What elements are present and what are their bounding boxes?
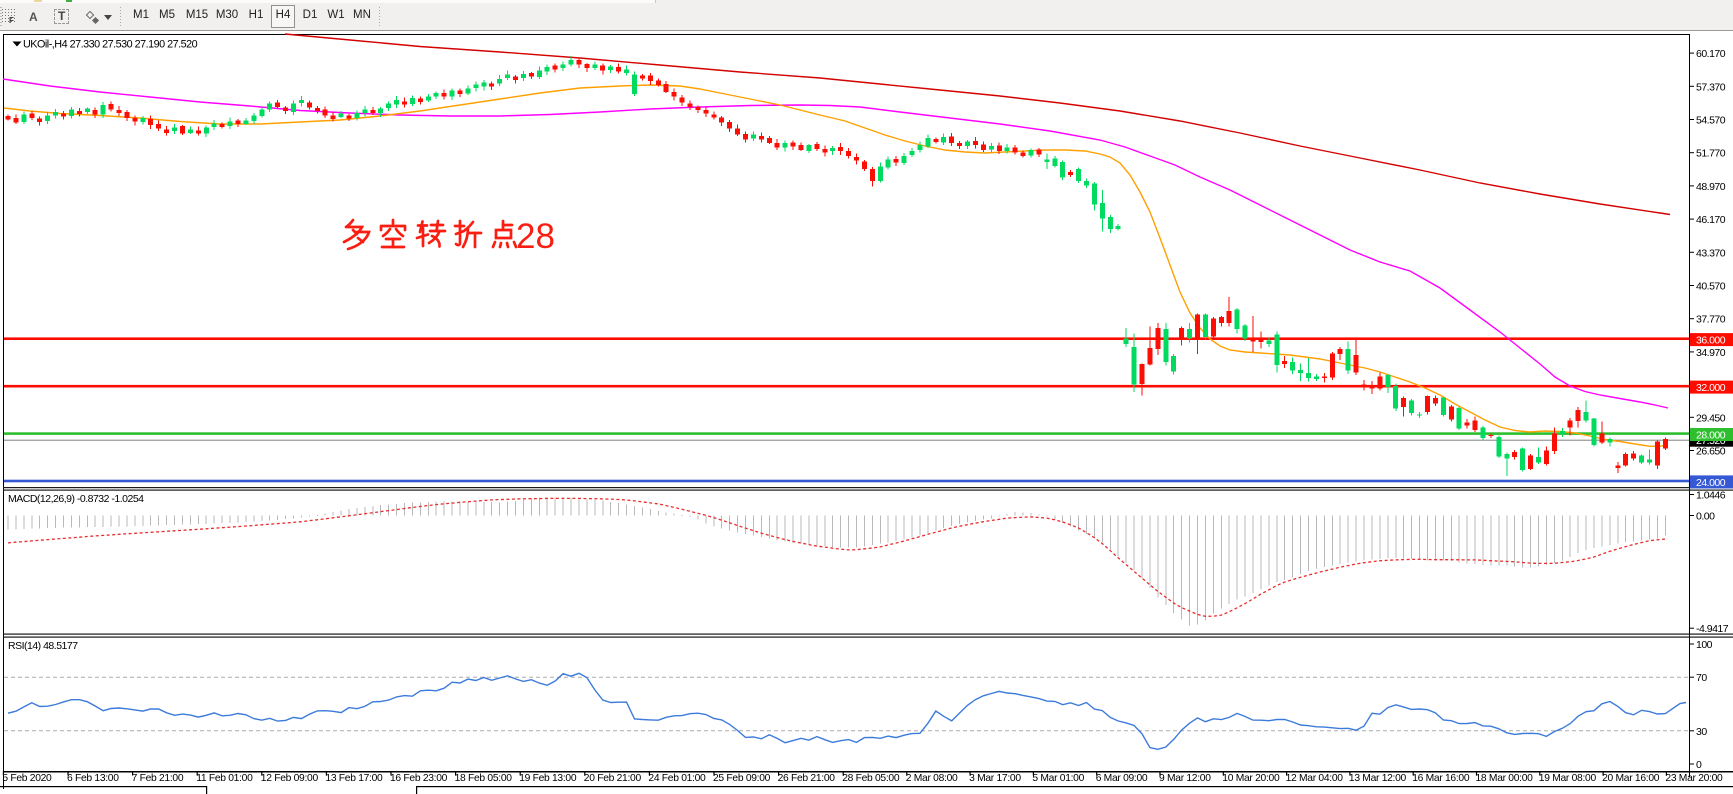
svg-text:16 Feb 23:00: 16 Feb 23:00 <box>390 773 448 784</box>
svg-text:28 Feb 05:00: 28 Feb 05:00 <box>842 773 900 784</box>
svg-text:25 Feb 09:00: 25 Feb 09:00 <box>713 773 771 784</box>
svg-text:32.000: 32.000 <box>1696 382 1726 394</box>
svg-text:13 Mar 12:00: 13 Mar 12:00 <box>1349 773 1407 784</box>
svg-text:30: 30 <box>1696 726 1707 738</box>
svg-text:2 Mar 08:00: 2 Mar 08:00 <box>906 773 958 784</box>
svg-text:24.000: 24.000 <box>1696 477 1726 489</box>
svg-text:28: 28 <box>516 217 555 256</box>
svg-text:11 Feb 01:00: 11 Feb 01:00 <box>196 773 253 784</box>
svg-text:-4.9417: -4.9417 <box>1696 623 1729 635</box>
svg-text:51.770: 51.770 <box>1696 148 1726 160</box>
svg-text:5 Feb 2020: 5 Feb 2020 <box>2 773 52 784</box>
svg-text:54.570: 54.570 <box>1696 115 1726 127</box>
svg-text:12 Mar 04:00: 12 Mar 04:00 <box>1286 773 1344 784</box>
svg-text:12 Feb 09:00: 12 Feb 09:00 <box>261 773 319 784</box>
svg-text:RSI(14) 48.5177: RSI(14) 48.5177 <box>8 640 78 652</box>
svg-text:60.170: 60.170 <box>1696 48 1726 60</box>
svg-text:26.650: 26.650 <box>1696 446 1726 458</box>
svg-text:0.00: 0.00 <box>1696 511 1715 523</box>
svg-text:43.370: 43.370 <box>1696 247 1726 259</box>
svg-text:6 Mar 09:00: 6 Mar 09:00 <box>1096 773 1148 784</box>
svg-text:100: 100 <box>1696 639 1713 651</box>
svg-text:36.000: 36.000 <box>1696 335 1726 347</box>
svg-text:40.570: 40.570 <box>1696 281 1726 293</box>
svg-text:26 Feb 21:00: 26 Feb 21:00 <box>778 773 836 784</box>
svg-text:18 Mar 00:00: 18 Mar 00:00 <box>1476 773 1534 784</box>
svg-text:13 Feb 17:00: 13 Feb 17:00 <box>325 773 383 784</box>
svg-text:29.450: 29.450 <box>1696 412 1726 424</box>
svg-text:9 Mar 12:00: 9 Mar 12:00 <box>1159 773 1211 784</box>
svg-text:19 Feb 13:00: 19 Feb 13:00 <box>519 773 577 784</box>
svg-text:5 Mar 01:00: 5 Mar 01:00 <box>1032 773 1084 784</box>
svg-text:24 Feb 01:00: 24 Feb 01:00 <box>648 773 706 784</box>
svg-text:MACD(12,26,9) -0.8732 -1.0254: MACD(12,26,9) -0.8732 -1.0254 <box>8 493 144 505</box>
svg-text:23 Mar 20:00: 23 Mar 20:00 <box>1665 773 1723 784</box>
svg-text:37.770: 37.770 <box>1696 314 1726 326</box>
svg-text:18 Feb 05:00: 18 Feb 05:00 <box>455 773 513 784</box>
svg-text:0: 0 <box>1696 759 1702 771</box>
svg-text:57.370: 57.370 <box>1696 81 1726 93</box>
svg-text:46.170: 46.170 <box>1696 214 1726 226</box>
svg-text:6 Feb 13:00: 6 Feb 13:00 <box>67 773 119 784</box>
svg-text:16 Mar 16:00: 16 Mar 16:00 <box>1412 773 1470 784</box>
svg-text:7 Feb 21:00: 7 Feb 21:00 <box>132 773 184 784</box>
svg-text:10 Mar 20:00: 10 Mar 20:00 <box>1222 773 1280 784</box>
svg-text:20 Mar 16:00: 20 Mar 16:00 <box>1602 773 1660 784</box>
svg-text:19 Mar 08:00: 19 Mar 08:00 <box>1539 773 1597 784</box>
svg-text:28.000: 28.000 <box>1696 430 1726 442</box>
svg-text:34.970: 34.970 <box>1696 347 1726 359</box>
svg-text:UKOil-,H4 27.330 27.530 27.19: UKOil-,H4 27.330 27.530 27.190 27.520 <box>23 39 198 51</box>
svg-text:3 Mar 17:00: 3 Mar 17:00 <box>969 773 1021 784</box>
svg-text:48.970: 48.970 <box>1696 181 1726 193</box>
svg-text:20 Feb 21:00: 20 Feb 21:00 <box>584 773 642 784</box>
svg-text:70: 70 <box>1696 672 1707 684</box>
svg-text:1.0446: 1.0446 <box>1696 490 1726 502</box>
